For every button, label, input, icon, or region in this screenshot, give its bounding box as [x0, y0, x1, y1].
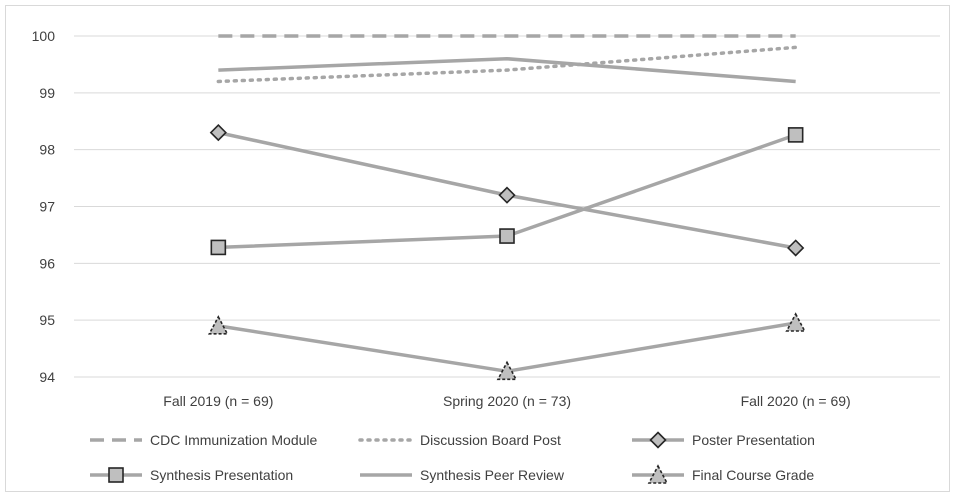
legend-item: Final Course Grade [632, 464, 814, 484]
legend-label: CDC Immunization Module [150, 432, 317, 448]
series-line [216, 45, 798, 84]
series-synthesis-peer-review [218, 56, 796, 84]
legend-item: Poster Presentation [632, 431, 815, 449]
y-tick-label: 94 [39, 369, 55, 385]
x-axis-ticks: Fall 2019 (n = 69) Spring 2020 (n = 73) Fa… [163, 393, 850, 409]
series-final-course-grade [208, 312, 806, 381]
data-point-diamond [498, 186, 516, 204]
legend: CDC Immunization Module Discussion Board … [90, 431, 815, 484]
x-tick-label: Spring 2020 (n = 73) [443, 393, 571, 409]
data-point-triangle [785, 312, 806, 332]
data-point-square [210, 239, 227, 256]
y-tick-label: 98 [39, 142, 55, 158]
series-poster-presentation [209, 123, 805, 257]
legend-item: CDC Immunization Module [90, 432, 317, 448]
legend-label: Discussion Board Post [420, 432, 561, 448]
legend-item: Discussion Board Post [358, 432, 561, 448]
series-line [218, 56, 796, 84]
x-tick-label: Fall 2020 (n = 69) [741, 393, 851, 409]
y-tick-label: 96 [39, 255, 55, 271]
y-tick-label: 97 [39, 199, 55, 215]
y-axis-ticks: 94 95 96 97 98 99 100 [32, 28, 56, 385]
legend-item: Synthesis Presentation [90, 467, 293, 483]
series-discussion-board-post [216, 45, 798, 84]
legend-marker [108, 467, 124, 483]
y-tick-label: 99 [39, 85, 55, 101]
legend-label: Final Course Grade [692, 467, 814, 483]
chart-frame [5, 5, 950, 492]
data-point-square [499, 228, 515, 244]
legend-item: Synthesis Peer Review [360, 467, 565, 483]
y-tick-label: 100 [32, 28, 56, 44]
data-point-square [787, 127, 804, 143]
data-point-triangle [208, 315, 229, 335]
x-tick-label: Fall 2019 (n = 69) [163, 393, 273, 409]
legend-marker [647, 464, 669, 484]
y-tick-label: 95 [39, 312, 55, 328]
series-lines [208, 34, 806, 381]
data-point-triangle [496, 360, 518, 381]
data-point-diamond [209, 123, 227, 142]
legend-label: Synthesis Peer Review [420, 467, 565, 483]
legend-label: Poster Presentation [692, 432, 815, 448]
series-synthesis-presentation [210, 127, 804, 256]
legend-label: Synthesis Presentation [150, 467, 293, 483]
data-point-diamond [787, 239, 805, 257]
legend-marker [649, 431, 667, 449]
